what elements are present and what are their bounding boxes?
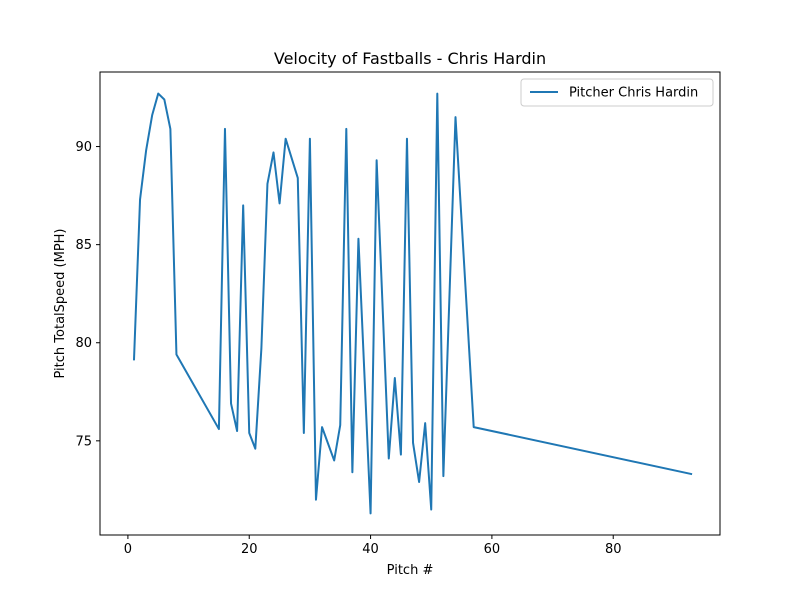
legend-box (520, 78, 714, 107)
chart-title: Velocity of Fastballs - Chris Hardin (274, 49, 546, 68)
series-line (132, 92, 693, 515)
y-axis-label: Pitch TotalSpeed (MPH) (53, 228, 68, 378)
x-tick-label: 0 (124, 542, 132, 557)
legend: Pitcher Chris Hardin (520, 78, 714, 107)
legend-label: Pitcher Chris Hardin (569, 86, 698, 101)
y-tick-label: 80 (75, 336, 92, 351)
x-tick-label: 60 (484, 542, 501, 557)
x-axis-label: Pitch # (387, 563, 434, 578)
x-tick-label: 20 (241, 542, 258, 557)
y-tick-label: 90 (75, 140, 92, 155)
x-tick-label: 40 (362, 542, 379, 557)
x-tick-label: 80 (605, 542, 622, 557)
plot-area: 0 20 40 60 80 75 80 85 90 (75, 92, 693, 557)
y-tick-label: 75 (75, 434, 92, 449)
axes-frame (99, 71, 721, 536)
y-tick-label: 85 (75, 238, 92, 253)
